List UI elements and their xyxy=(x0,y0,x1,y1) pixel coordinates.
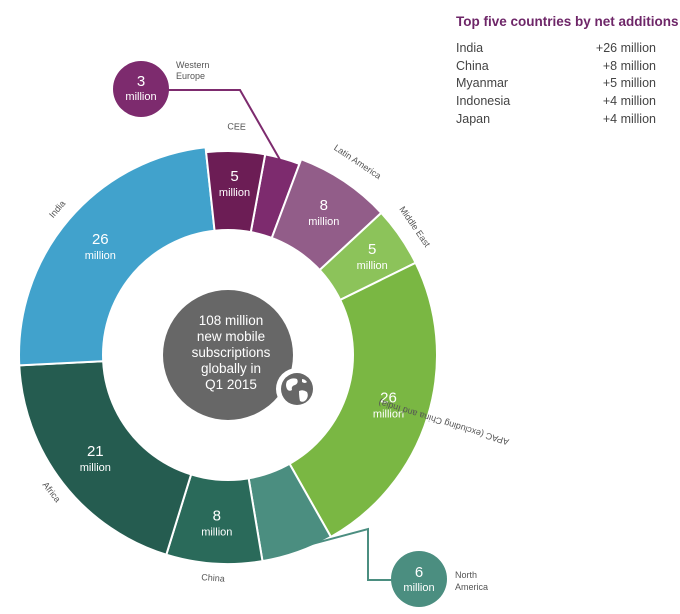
country-value: +8 million xyxy=(602,58,656,73)
slice-value-label: 21 xyxy=(87,443,104,460)
top-countries-table: India +26 million China +8 million Myanmar… xyxy=(456,40,656,128)
country-name: India xyxy=(456,41,484,55)
callout-bubble xyxy=(391,551,447,607)
side-panel-title: Top five countries by net additions xyxy=(456,14,679,29)
callout-line xyxy=(162,89,283,163)
slice-unit-label: million xyxy=(308,216,339,228)
center-line: globally in xyxy=(200,361,262,376)
slice-value-label: 8 xyxy=(320,197,328,214)
slice-value-label: 5 xyxy=(368,241,376,258)
callout-name: North xyxy=(455,570,477,580)
callout-name: Europe xyxy=(176,71,205,81)
center-line: new mobile xyxy=(196,329,266,344)
slice-name-label: Africa xyxy=(41,480,63,504)
center-summary: 108 million new mobile subscriptions glo… xyxy=(156,313,306,393)
country-value: +4 million xyxy=(602,94,656,109)
slice-name-label: CEE xyxy=(227,121,246,132)
callout-unit: million xyxy=(403,582,434,594)
callout-unit: million xyxy=(125,91,156,103)
country-value: +5 million xyxy=(602,76,656,91)
center-line: subscriptions xyxy=(191,345,271,360)
center-circle xyxy=(163,290,293,420)
slice-value-label: 5 xyxy=(230,168,238,185)
country-name: China xyxy=(456,58,489,73)
slice-value-label: 26 xyxy=(92,231,109,248)
slice-unit-label: million xyxy=(85,250,116,262)
callout-value: 6 xyxy=(415,564,423,581)
callout-bubble xyxy=(113,61,169,117)
country-value: +4 million xyxy=(602,111,656,126)
slice-name-label: China xyxy=(201,572,225,584)
table-row: Indonesia +4 million xyxy=(456,93,656,111)
center-line: Q1 2015 xyxy=(205,377,257,392)
country-value: +26 million xyxy=(595,41,656,55)
slice-name-label: India xyxy=(47,198,67,219)
callout-value: 3 xyxy=(137,73,145,90)
table-row: Japan +4 million xyxy=(456,111,656,129)
slice-value-label: 8 xyxy=(213,508,221,525)
slice-unit-label: million xyxy=(201,527,232,539)
center-line: 108 million xyxy=(198,313,264,328)
table-row: India +26 million xyxy=(456,40,656,58)
country-name: Japan xyxy=(456,111,491,126)
slice-unit-label: million xyxy=(373,409,404,421)
slice-unit-label: million xyxy=(80,462,111,474)
callout-name: America xyxy=(455,582,488,592)
slice-unit-label: million xyxy=(219,187,250,199)
table-row: China +8 million xyxy=(456,58,656,76)
country-name: Indonesia xyxy=(456,94,511,109)
slice-name-label: Latin America xyxy=(332,142,383,181)
country-name: Myanmar xyxy=(456,76,509,91)
table-row: Myanmar +5 million xyxy=(456,75,656,93)
globe-icon xyxy=(276,368,318,410)
slice-unit-label: million xyxy=(357,260,388,272)
callout-line xyxy=(296,527,395,581)
slice-value-label: 26 xyxy=(380,390,397,407)
callout-name: Western xyxy=(176,60,209,70)
